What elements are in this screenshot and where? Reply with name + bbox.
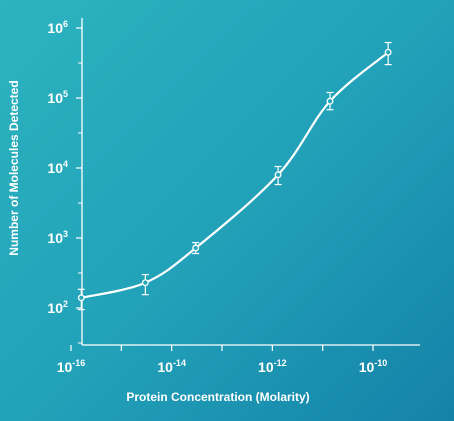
x-axis-title: Protein Concentration (Molarity)	[126, 390, 309, 404]
data-point	[141, 279, 149, 287]
y-tick-base: 10	[47, 20, 63, 36]
data-points	[77, 48, 392, 302]
y-tick-exponent: 5	[63, 89, 68, 99]
x-tick-base: 10	[258, 359, 274, 375]
x-tick-exponent: -10	[374, 358, 387, 368]
data-point	[77, 294, 85, 302]
data-point	[384, 48, 392, 56]
x-tick-base: 10	[359, 359, 375, 375]
data-point	[192, 244, 200, 252]
y-tick-exponent: 2	[63, 299, 68, 309]
series-line	[80, 51, 390, 299]
data-point	[326, 97, 334, 105]
y-tick-base: 10	[47, 90, 63, 106]
axes	[81, 18, 420, 346]
x-tick-label: 10-10	[359, 358, 388, 375]
y-tick-base: 10	[47, 160, 63, 176]
y-tick-exponent: 3	[63, 229, 68, 239]
ticks	[70, 27, 374, 351]
y-tick-label: 105	[47, 89, 68, 106]
x-tick-exponent: -16	[72, 358, 85, 368]
x-tick-label: 10-14	[157, 358, 186, 375]
y-tick-label: 104	[47, 159, 68, 176]
y-tick-exponent: 4	[63, 159, 68, 169]
y-tick-base: 10	[47, 300, 63, 316]
error-bars	[77, 41, 392, 311]
x-tick-base: 10	[157, 359, 173, 375]
y-tick-base: 10	[47, 230, 63, 246]
y-tick-label: 106	[47, 19, 68, 36]
x-tick-label: 10-16	[57, 358, 86, 375]
x-tick-label: 10-12	[258, 358, 287, 375]
data-point	[274, 171, 282, 179]
y-axis-title: Number of Molecules Detected	[7, 80, 21, 255]
x-tick-exponent: -14	[173, 358, 186, 368]
x-tick-base: 10	[57, 359, 73, 375]
y-tick-label: 103	[47, 229, 68, 246]
x-tick-exponent: -12	[274, 358, 287, 368]
y-tick-label: 102	[47, 299, 68, 316]
y-tick-exponent: 6	[63, 19, 68, 29]
